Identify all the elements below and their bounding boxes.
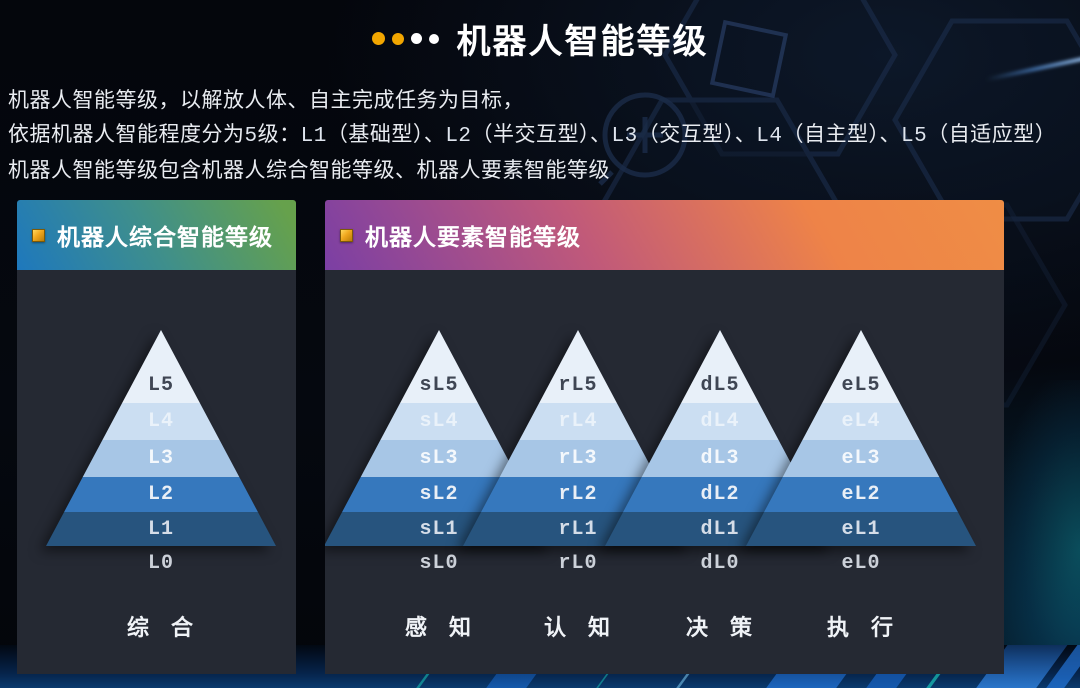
pyramid-band-label: dL5 <box>700 374 740 397</box>
pyramid-band-label: dL3 <box>700 447 740 470</box>
pyramid-shape: L5 L4 L3 L2 L1 <box>46 330 276 546</box>
pyramid-band-label: rL3 <box>558 447 598 470</box>
intro-line-2: 依据机器人智能程度分为5级：L1（基础型）、L2（半交互型）、L3（交互型）、L… <box>8 118 1076 154</box>
pyramid-band: eL3 <box>746 440 976 477</box>
circle-plus-decor <box>598 92 688 186</box>
title-dot-gold <box>371 32 385 45</box>
pyramid-band: eL2 <box>746 477 976 512</box>
pyramid-band-label: rL5 <box>558 374 598 397</box>
pyramid-band-label: sL3 <box>419 447 459 470</box>
intro-text-segment: （基础型）、 <box>326 123 446 146</box>
pyramid: eL5 eL4 eL3 eL2 eL1 <box>746 330 976 546</box>
title-dot-white <box>428 33 439 44</box>
pyramid-band-label: L3 <box>147 447 174 470</box>
pyramid-band-label: rL2 <box>558 483 598 506</box>
pyramid-base-label: sL0 <box>419 552 459 575</box>
pyramid-band-label: eL2 <box>841 483 881 506</box>
category-label: 执 行 <box>826 615 896 640</box>
panel-comprehensive-body: L5 L4 L3 L2 L1 L0 综 合 <box>17 270 296 674</box>
panel-comprehensive: 机器人综合智能等级 L5 L4 L3 L2 L1 L0 综 合 <box>17 200 296 674</box>
intro-level-token: L2 <box>445 125 472 148</box>
pyramid-band-label: sL2 <box>419 483 459 506</box>
gold-square-bullet-icon <box>32 228 45 242</box>
intro-text-segment: （半交互型）、 <box>471 123 612 146</box>
pyramid-band-label: dL2 <box>700 483 740 506</box>
pyramid-band-label: L2 <box>147 483 174 506</box>
pyramid-shape: eL5 eL4 eL3 eL2 eL1 <box>746 330 976 546</box>
pyramid-band: L4 <box>46 403 276 440</box>
intro-text-segment: （交互型）、 <box>637 123 757 146</box>
pyramid-band-label: dL1 <box>700 517 740 541</box>
pyramid-comprehensive: L5 L4 L3 L2 L1 L0 综 合 <box>46 270 276 674</box>
pyramid-band-label: sL4 <box>419 410 459 433</box>
page-title: 机器人智能等级 <box>456 23 709 61</box>
pyramid-band: eL5 <box>746 330 976 403</box>
panel-comprehensive-header: 机器人综合智能等级 <box>17 200 296 270</box>
intro-line-3: 机器人智能等级包含机器人综合智能等级、机器人要素智能等级 <box>8 159 610 182</box>
title-dot-white <box>410 33 422 44</box>
gold-square-bullet-icon <box>340 228 353 242</box>
pyramid-band: L1 <box>46 512 276 546</box>
pyramid-band-label: rL1 <box>558 517 598 541</box>
panel-elements-body: sL5 sL4 sL3 sL2 sL1 sL0 感 知 rL5 rL4 rL3 rL2 rL1 rL0… <box>325 270 1004 674</box>
category-label: 感 知 <box>404 615 474 640</box>
pyramid-base-label: L0 <box>147 552 174 575</box>
intro-paragraph: 机器人智能等级，以解放人体、自主完成任务为目标， 依据机器人智能程度分为5级：L… <box>8 84 1076 188</box>
panel-elements: 机器人要素智能等级 sL5 sL4 sL3 sL2 sL1 sL0 感 知 rL5 rL4 rL… <box>325 200 1004 674</box>
intro-level-token: L3 <box>611 125 638 148</box>
panel-comprehensive-title: 机器人综合智能等级 <box>57 224 273 250</box>
pyramid-band-label: sL1 <box>419 517 459 541</box>
panel-elements-title: 机器人要素智能等级 <box>365 224 581 250</box>
intro-line-1: 机器人智能等级，以解放人体、自主完成任务为目标， <box>8 89 524 112</box>
pyramid-band: L5 <box>46 330 276 403</box>
intro-text-segment: （自适应型） <box>927 123 1057 146</box>
panel-elements-header: 机器人要素智能等级 <box>325 200 1004 270</box>
pyramid-band-label: L5 <box>147 374 174 397</box>
intro-level-token: L5 <box>900 125 928 148</box>
pyramid-band-label: L4 <box>147 410 174 433</box>
pyramid-band-label: eL4 <box>841 410 881 433</box>
square-outline-decor <box>709 19 789 99</box>
intro-text-segment: 级： <box>257 123 301 146</box>
pyramid-band-label: eL5 <box>841 374 881 397</box>
pyramid-band-label: eL1 <box>841 517 881 541</box>
pyramid-band-label: L1 <box>147 517 174 541</box>
pyramid-band-label: sL5 <box>419 374 459 397</box>
intro-level-token: 5 <box>244 125 258 148</box>
title-dot-gold <box>391 32 404 45</box>
pyramid-band-label: rL4 <box>558 410 598 433</box>
pyramid-base-label: eL0 <box>841 552 881 575</box>
teal-glow-decor <box>994 380 1080 688</box>
pyramid-band-label: dL4 <box>700 410 740 433</box>
intro-text-segment: 依据机器人智能程度分为 <box>8 123 245 146</box>
category-label: 决 策 <box>685 615 755 640</box>
pyramid-band-label: eL3 <box>841 447 881 470</box>
intro-text-segment: （自主型）、 <box>782 123 901 146</box>
pyramid-band: L2 <box>46 477 276 512</box>
pyramid-band: eL4 <box>746 403 976 440</box>
category-label: 综 合 <box>126 615 196 640</box>
intro-level-token: L1 <box>300 125 327 148</box>
intro-level-token: L4 <box>756 125 783 148</box>
category-label: 认 知 <box>543 615 613 640</box>
pyramid: L5 L4 L3 L2 L1 <box>46 330 276 546</box>
pyramid-band: eL1 <box>746 512 976 546</box>
pyramid-band: L3 <box>46 440 276 477</box>
pyramid-base-label: dL0 <box>700 552 740 575</box>
title-dots <box>371 32 439 45</box>
slide-header: 机器人智能等级 <box>0 14 1080 63</box>
pyramid-execution: eL5 eL4 eL3 eL2 eL1 eL0 执 行 <box>746 270 976 674</box>
pyramid-base-label: rL0 <box>558 552 598 575</box>
